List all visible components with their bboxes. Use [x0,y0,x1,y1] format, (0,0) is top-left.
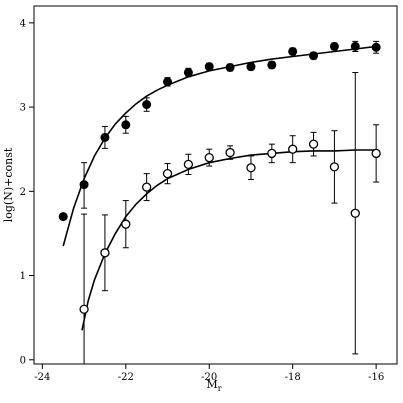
data-point-filled [121,120,131,130]
y-axis-ticks: 0 1 2 3 4 [20,18,34,366]
data-point-open [121,219,131,229]
data-point-filled [79,180,89,190]
x-axis-title-subscript: r [218,384,222,393]
x-tick-label: -16 [368,372,384,383]
data-point-open [204,152,214,163]
data-point-filled [288,46,298,56]
y-tick-label: 3 [20,103,26,114]
data-point-open [162,168,173,179]
data-point-filled [329,41,339,51]
data-point-open [288,144,298,154]
data-point-filled [225,62,235,72]
data-point-open [267,148,277,159]
fit-curve-series-1 [62,45,377,247]
data-point-filled [204,62,214,72]
data-point-open [246,163,256,173]
y-tick-label: 2 [20,187,26,198]
x-axis-title: Mr [206,378,221,393]
data-point-filled [100,132,110,142]
data-point-filled [371,42,381,52]
data-point-open [79,304,89,314]
x-tick-label: -24 [34,372,50,383]
data-point-filled [163,77,173,87]
y-axis-title: log(N)+const [2,147,15,222]
data-point-open [183,159,194,170]
y-tick-label: 0 [20,355,26,366]
x-axis-title-main: M [206,378,217,391]
data-points [58,41,381,314]
data-point-open [329,162,340,172]
data-point-open [100,248,110,258]
x-tick-label: -18 [285,372,301,383]
x-tick-label: -20 [201,372,217,383]
data-point-filled [246,62,256,72]
data-point-filled [309,51,319,61]
fit-curves [62,45,377,331]
data-point-open [225,147,235,158]
error-bars [81,40,380,365]
data-point-open [371,148,381,159]
data-point-open [142,182,152,192]
data-point-open [308,139,319,149]
data-point-filled [267,60,277,70]
plot-frame [33,5,398,365]
data-point-filled [58,212,68,222]
x-tick-label: -22 [118,372,134,383]
data-point-filled [142,100,152,110]
data-point-filled [183,68,193,78]
y-tick-label: 4 [20,18,26,29]
y-tick-label: 1 [20,271,26,282]
data-point-filled [350,41,360,51]
data-point-open [350,208,360,218]
x-axis-ticks: -24 -22 -20 -18 -16 [34,364,384,383]
